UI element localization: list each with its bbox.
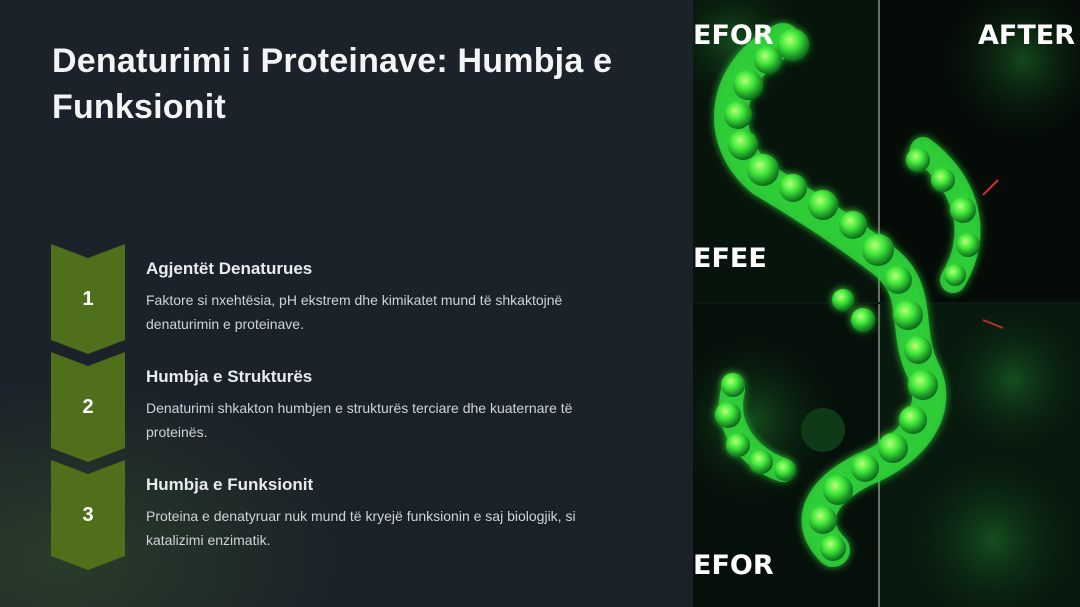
- protein-illustration: [693, 0, 1080, 607]
- text-panel: Denaturimi i Proteinave: Humbja e Funksi…: [51, 42, 651, 570]
- chevron-marker: [51, 460, 125, 570]
- step-number: 1: [82, 287, 94, 310]
- step-description: Faktore si nxehtësia, pH ekstrem dhe kim…: [146, 292, 563, 332]
- protein-image: EFOR AFTER EFEE EFOR: [693, 0, 1080, 607]
- image-label-before-top: EFOR: [693, 20, 774, 51]
- image-label-after: AFTER: [978, 20, 1075, 51]
- step-description: Proteina e denatyruar nuk mund të kryejë…: [146, 508, 576, 548]
- step-number: 2: [82, 395, 94, 418]
- image-label-before-bottom: EFOR: [693, 550, 774, 581]
- step-2: 2 Humbja e Strukturës Denaturimi shkakto…: [51, 352, 651, 462]
- slide-title: Denaturimi i Proteinave: Humbja e Funksi…: [52, 42, 613, 126]
- step-1: 1 Agjentët Denaturues Faktore si nxehtës…: [51, 244, 651, 354]
- step-title: Agjentët Denaturues: [146, 259, 313, 278]
- chevron-marker: [51, 244, 125, 354]
- step-number: 3: [82, 503, 94, 526]
- step-3: 3 Humbja e Funksionit Proteina e denatyr…: [51, 460, 651, 570]
- step-description: Denaturimi shkakton humbjen e strukturës…: [146, 400, 573, 440]
- image-label-middle: EFEE: [693, 243, 767, 274]
- step-title: Humbja e Strukturës: [146, 367, 313, 386]
- step-title: Humbja e Funksionit: [146, 475, 314, 494]
- chevron-marker: [51, 352, 125, 462]
